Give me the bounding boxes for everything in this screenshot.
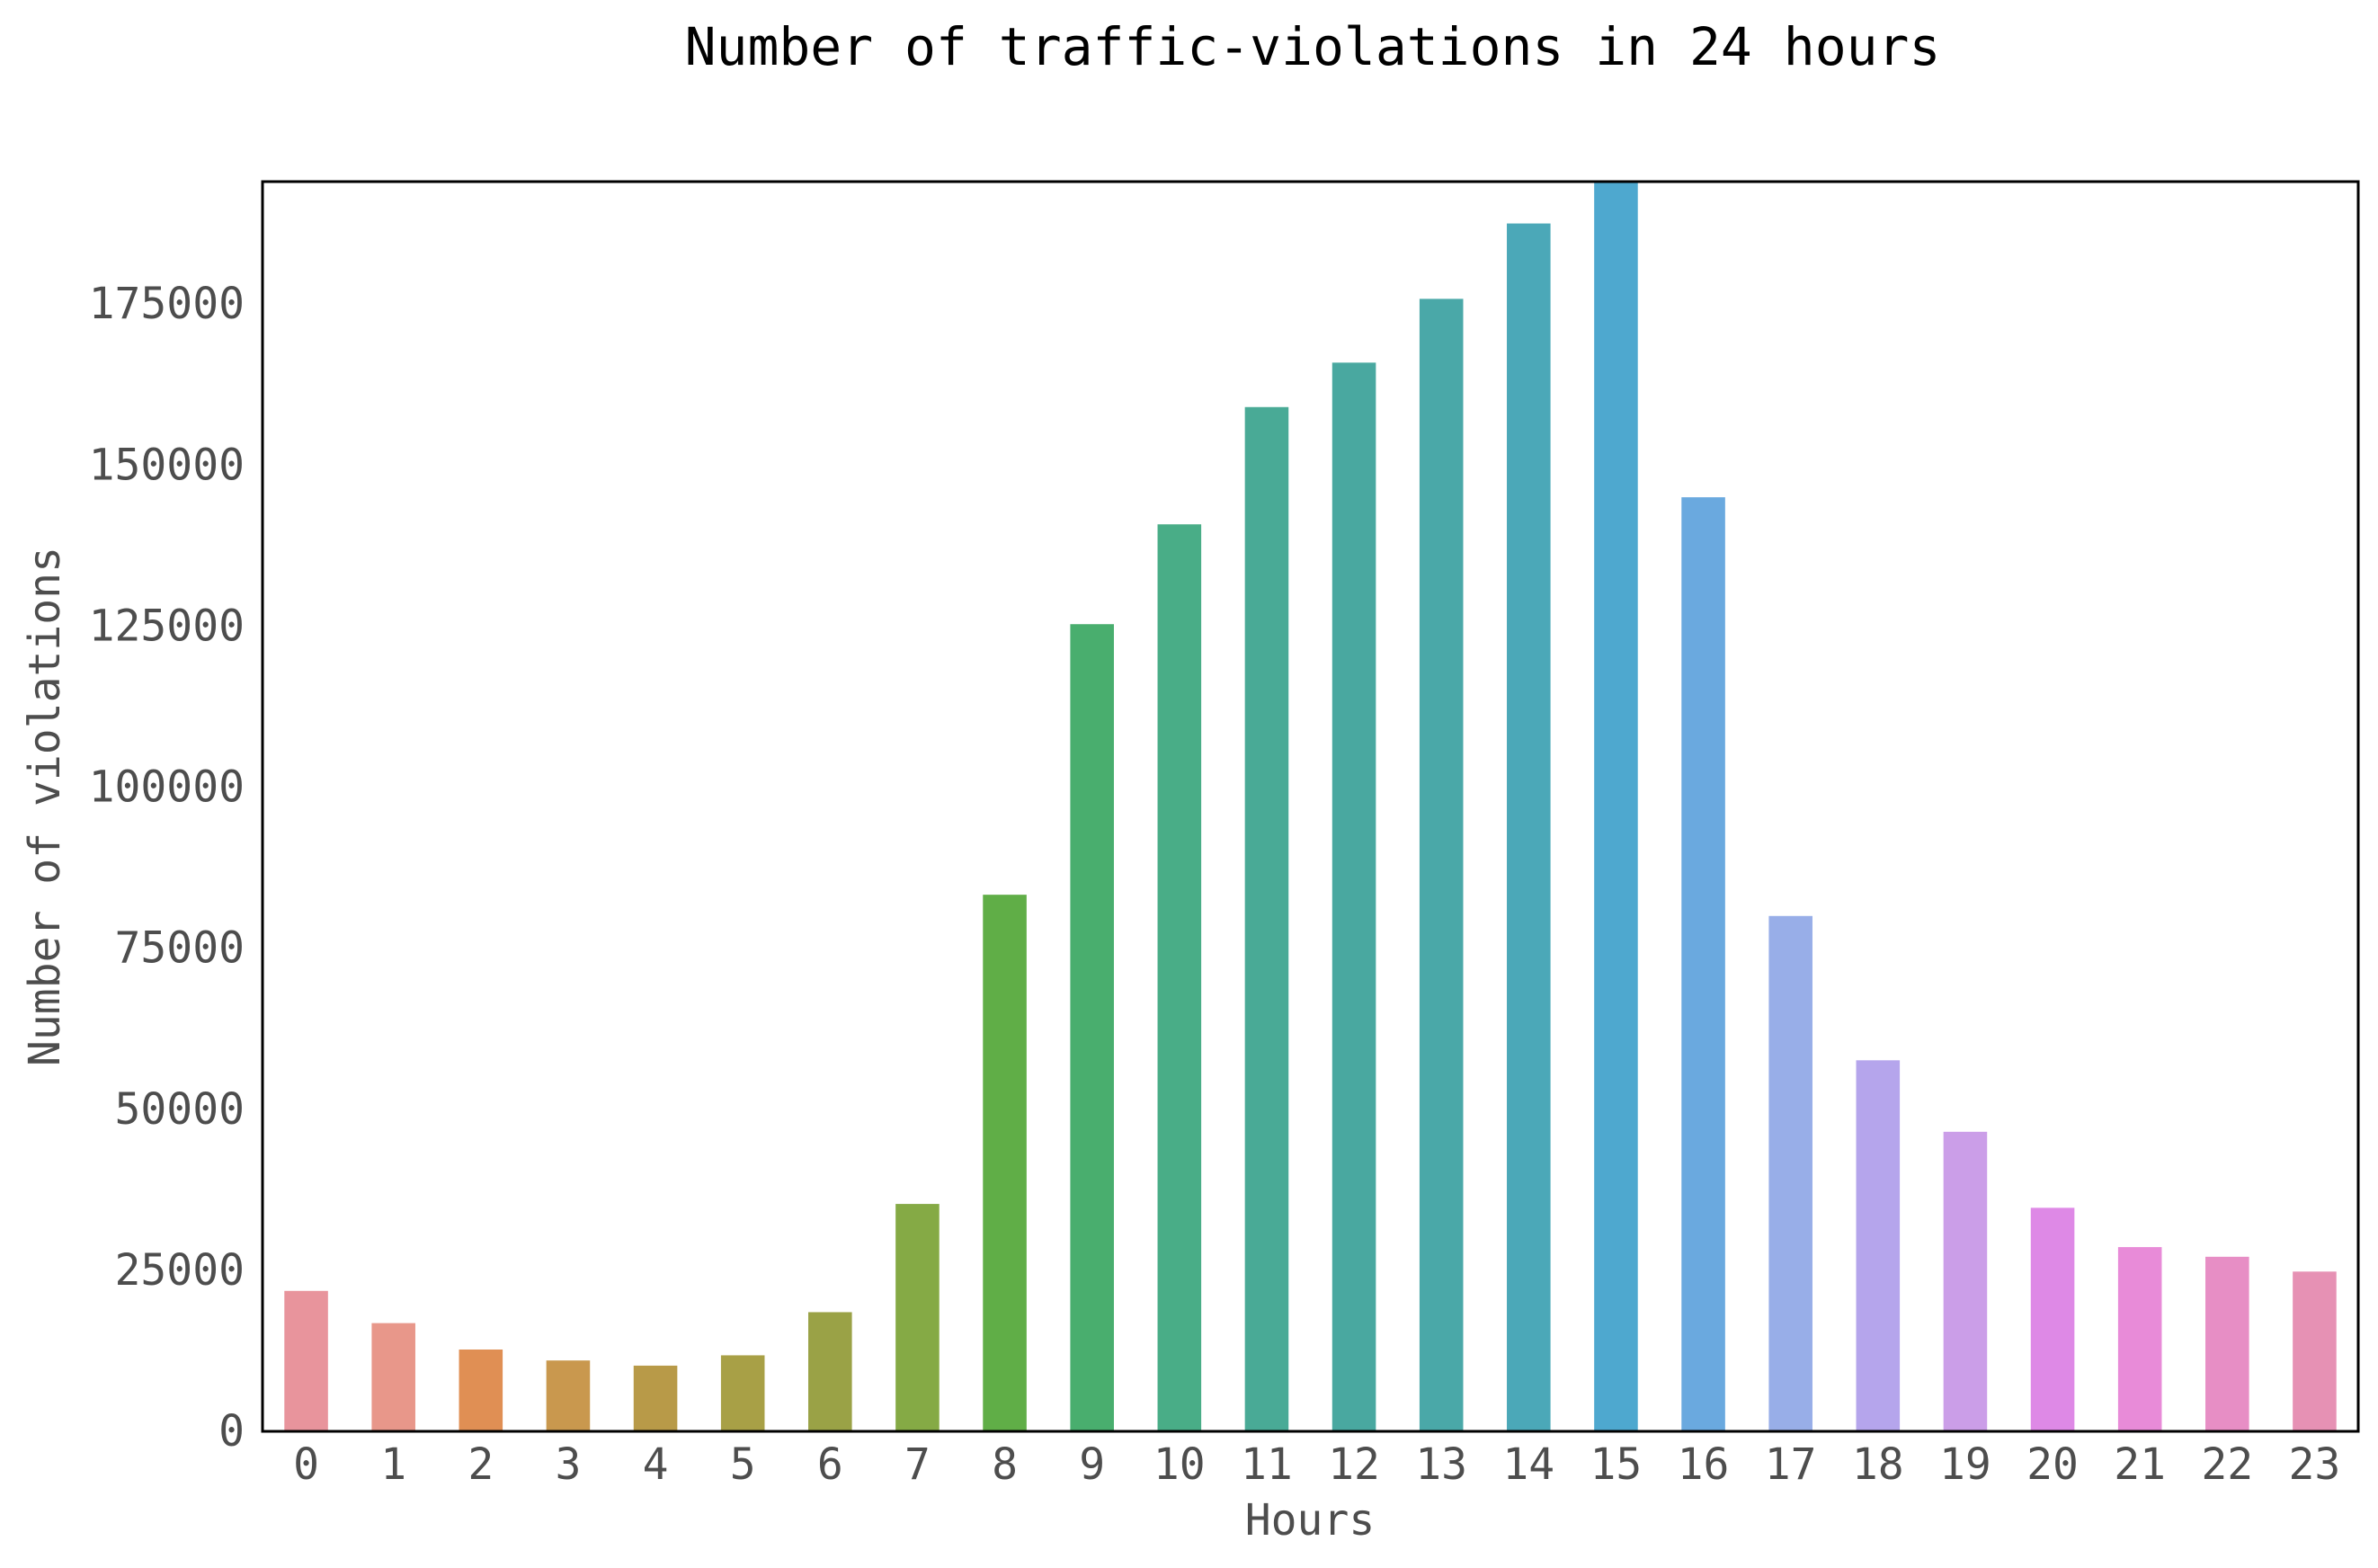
x-tick-label: 8 [992, 1439, 1018, 1490]
x-tick-label: 16 [1678, 1439, 1730, 1490]
x-tick-label: 0 [293, 1439, 319, 1490]
y-tick-label: 175000 [89, 279, 245, 329]
bar-hour-9 [1070, 624, 1114, 1431]
x-tick-label: 11 [1241, 1439, 1293, 1490]
x-tick-label: 15 [1590, 1439, 1643, 1490]
x-tick-label: 6 [817, 1439, 843, 1490]
bar-hour-8 [983, 895, 1027, 1431]
bar-hour-18 [1856, 1060, 1901, 1431]
bar-hour-0 [284, 1290, 328, 1431]
x-tick-label: 9 [1079, 1439, 1105, 1490]
bar-hour-12 [1332, 362, 1376, 1432]
x-tick-label: 10 [1153, 1439, 1206, 1490]
y-tick-label: 125000 [89, 601, 245, 651]
x-tick-label: 22 [2201, 1439, 2253, 1490]
plot-frame [261, 180, 2360, 1433]
x-tick-label: 14 [1502, 1439, 1554, 1490]
y-axis-label: Number of violations [20, 547, 70, 1066]
bars-group [284, 182, 2337, 1432]
y-tick-label: 25000 [115, 1245, 245, 1296]
bar-hour-3 [546, 1360, 591, 1431]
bar-hour-19 [1943, 1131, 1988, 1431]
y-tick-label: 0 [218, 1406, 245, 1457]
x-tick-label: 17 [1765, 1439, 1817, 1490]
x-tick-label: 5 [730, 1439, 756, 1490]
x-tick-label: 2 [468, 1439, 494, 1490]
y-tick-label: 100000 [89, 762, 245, 813]
x-tick-label: 13 [1415, 1439, 1467, 1490]
x-tick-label: 23 [2289, 1439, 2341, 1490]
x-tick-label: 20 [2026, 1439, 2079, 1490]
bar-hour-22 [2205, 1256, 2249, 1431]
bar-hour-20 [2030, 1207, 2075, 1431]
bar-hour-1 [371, 1323, 415, 1431]
bar-hour-16 [1681, 497, 1725, 1431]
chart-title: Number of traffic-violations in 24 hours [685, 16, 1941, 77]
bar-hour-17 [1768, 915, 1812, 1431]
y-tick-label: 75000 [115, 923, 245, 974]
bar-hour-11 [1244, 406, 1289, 1431]
bar-hour-23 [2293, 1271, 2337, 1431]
bar-hour-10 [1157, 524, 1202, 1431]
y-tick-label: 150000 [89, 440, 245, 490]
bar-hour-21 [2117, 1247, 2162, 1431]
bar-hour-2 [459, 1350, 503, 1431]
x-tick-label: 7 [904, 1439, 931, 1490]
y-tick-labels: 0 25000 50000 75000 100000 125000 150000 175000 [89, 279, 245, 1457]
bar-hour-15 [1594, 182, 1638, 1431]
bar-hour-5 [720, 1355, 765, 1431]
x-tick-label: 4 [643, 1439, 669, 1490]
bar-hour-6 [808, 1312, 852, 1431]
x-tick-labels: 0 1 2 3 4 5 6 7 8 9 10 11 12 13 14 15 16 17 18 19 20 21 22 23 [293, 1439, 2340, 1490]
x-tick-label: 19 [1939, 1439, 1991, 1490]
x-tick-label: 18 [1852, 1439, 1904, 1490]
y-tick-label: 50000 [115, 1084, 245, 1135]
x-tick-label: 21 [2114, 1439, 2166, 1490]
x-tick-label: 3 [555, 1439, 581, 1490]
x-tick-label: 1 [380, 1439, 406, 1490]
x-axis-label: Hours [1245, 1495, 1376, 1546]
x-tick-label: 12 [1328, 1439, 1380, 1490]
bar-hour-7 [895, 1204, 940, 1431]
bar-hour-4 [633, 1365, 678, 1431]
bar-hour-14 [1507, 223, 1551, 1431]
bar-hour-13 [1419, 298, 1464, 1431]
